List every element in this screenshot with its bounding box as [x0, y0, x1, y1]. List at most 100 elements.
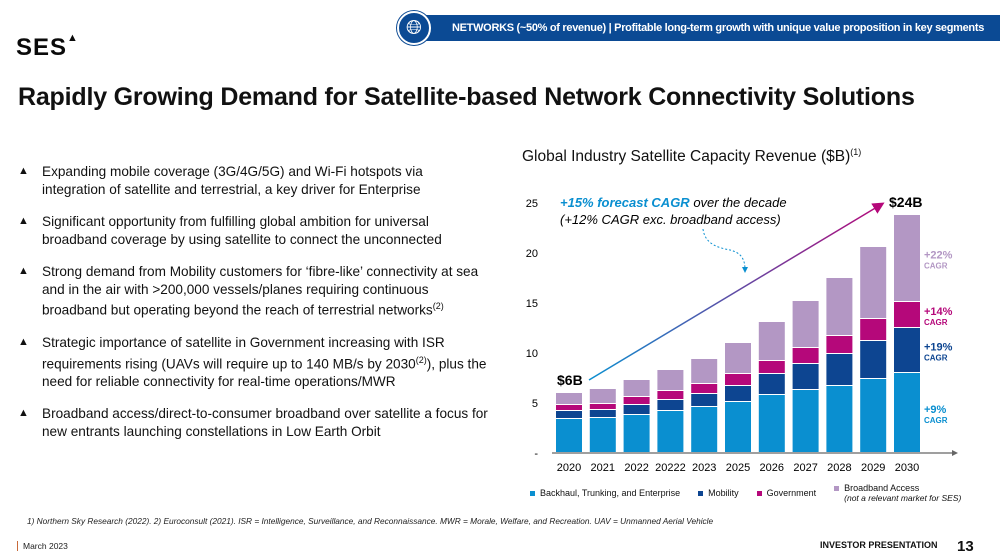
bar-segment — [589, 404, 616, 409]
cagr-label: CAGR — [924, 416, 948, 425]
bar-segment — [725, 386, 751, 401]
bar-segment — [758, 395, 785, 452]
bar-segment — [691, 384, 718, 393]
bar-segment — [623, 415, 650, 452]
triangle-bullet-icon: ▲ — [18, 265, 29, 277]
bar-segment — [792, 390, 819, 452]
bar-segment — [691, 407, 718, 452]
bullet-text: Strong demand from Mobility customers fo… — [42, 264, 479, 318]
bullet-item: ▲ Strategic importance of satellite in Go… — [18, 334, 488, 390]
bullet-text: Significant opportunity from fulfilling … — [42, 214, 442, 247]
y-tick-label: 5 — [532, 398, 538, 410]
page-title: Rapidly Growing Demand for Satellite-bas… — [18, 83, 915, 111]
bar-segment — [758, 322, 785, 360]
x-axis-arrow-icon — [952, 450, 958, 456]
start-value-label: $6B — [557, 372, 583, 388]
bar-segment — [792, 348, 819, 363]
triangle-bullet-icon: ▲ — [18, 165, 29, 177]
bar-segment — [657, 391, 684, 399]
triangle-bullet-icon: ▲ — [18, 407, 29, 420]
y-tick-label: 25 — [526, 198, 538, 210]
legend-item: Backhaul, Trunking, and Enterprise — [530, 483, 680, 503]
bar-segment — [826, 386, 853, 452]
bullet-item: ▲ Significant opportunity from fulfilling… — [18, 213, 488, 248]
cagr-label: +22% — [924, 250, 953, 262]
cagr-label: CAGR — [924, 262, 948, 271]
triangle-bullet-icon: ▲ — [18, 215, 29, 227]
legend-item: Government — [756, 483, 816, 503]
x-tick-label: 2021 — [591, 462, 615, 474]
x-tick-label: 2028 — [827, 462, 851, 474]
bar-segment — [623, 405, 650, 414]
footnote-ref: (2) — [432, 301, 444, 311]
globe-cursor-icon: 🌐︎ — [397, 11, 431, 45]
cagr-label: +9% — [924, 404, 947, 416]
bar-segment — [589, 418, 616, 452]
bar-segment — [556, 419, 582, 452]
bar-segment — [826, 354, 853, 385]
page-number: 13 — [957, 538, 974, 555]
y-tick-label: 15 — [526, 298, 538, 310]
x-tick-label: 2023 — [692, 462, 716, 474]
cagr-label: CAGR — [924, 318, 948, 327]
x-tick-label: 2026 — [760, 462, 784, 474]
triangle-bullet-icon: ▲ — [18, 336, 29, 349]
bar-segment — [826, 278, 853, 335]
bar-segment — [758, 361, 785, 373]
bar-segment — [657, 411, 684, 452]
bar-segment — [860, 319, 887, 340]
bar-segment — [894, 215, 920, 301]
bullet-text: ), plus the need for reliable connectivi… — [42, 356, 487, 389]
end-value-label: $24B — [889, 194, 922, 210]
bar-segment — [725, 343, 751, 373]
y-tick-label: 20 — [526, 248, 538, 260]
bar-segment — [725, 374, 751, 385]
bullet-item: ▲ Broadband access/direct-to-consumer bro… — [18, 405, 488, 440]
bar-segment — [623, 397, 650, 404]
chart-legend: Backhaul, Trunking, and Enterprise Mobil… — [530, 483, 961, 503]
footer-label: INVESTOR PRESENTATION — [820, 540, 938, 550]
cagr-label: CAGR — [924, 354, 948, 363]
bar-segment — [691, 359, 718, 383]
bar-segment — [792, 301, 819, 347]
bar-segment — [725, 402, 751, 452]
y-tick-label: 10 — [526, 348, 538, 360]
bullet-item: ▲ Strong demand from Mobility customers f… — [18, 263, 488, 319]
footer-date: March 2023 — [17, 541, 68, 551]
bar-segment — [894, 302, 920, 327]
legend-item: Broadband Access (not a relevant market f… — [834, 483, 961, 503]
bullet-text: Expanding mobile coverage (3G/4G/5G) and… — [42, 164, 423, 197]
bar-segment — [894, 373, 920, 452]
x-tick-label: 2027 — [793, 462, 817, 474]
bullet-text: Strategic importance of satellite in Gov… — [42, 335, 445, 372]
x-tick-label: 2030 — [895, 462, 919, 474]
bar-segment — [589, 410, 616, 417]
cagr-annotation-line2: (+12% CAGR exc. broadband access) — [560, 212, 781, 227]
bullet-item: ▲ Expanding mobile coverage (3G/4G/5G) an… — [18, 163, 488, 198]
growth-arrow — [588, 202, 885, 381]
bullet-list: ▲ Expanding mobile coverage (3G/4G/5G) an… — [18, 163, 488, 455]
x-tick-label: 2022 — [624, 462, 648, 474]
ses-logo: SES▲ — [16, 32, 79, 61]
bar-segment — [556, 411, 582, 418]
bar-segment — [623, 380, 650, 396]
x-tick-label: 2029 — [861, 462, 885, 474]
bar-segment — [657, 400, 684, 410]
annotation-pointer-arrow — [702, 228, 748, 273]
footnote: 1) Northern Sky Research (2022). 2) Euro… — [27, 516, 714, 526]
cagr-label: +19% — [924, 342, 953, 354]
bullet-text: Broadband access/direct-to-consumer broa… — [42, 406, 488, 439]
bar-segment — [657, 370, 684, 390]
bar-segment — [691, 394, 718, 406]
legend-item: Mobility — [698, 483, 739, 503]
bar-segment — [792, 364, 819, 389]
bar-segment — [556, 405, 582, 410]
bar-segment — [556, 393, 582, 404]
bar-segment — [860, 341, 887, 378]
y-tick-label: - — [534, 448, 538, 460]
cagr-annotation: +15% forecast CAGR over the decade — [560, 195, 787, 210]
bar-segment — [860, 379, 887, 452]
section-banner: NETWORKS (~50% of revenue) | Profitable … — [412, 15, 1000, 41]
x-tick-label: 20222 — [655, 462, 686, 474]
